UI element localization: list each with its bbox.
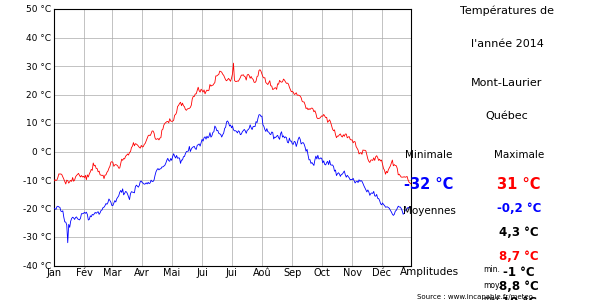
- Text: l'année 2014: l'année 2014: [470, 39, 544, 49]
- Text: Québec: Québec: [485, 111, 529, 121]
- Text: -32 °C: -32 °C: [404, 177, 454, 192]
- Text: 19 °C: 19 °C: [502, 296, 536, 300]
- Text: Maximale: Maximale: [494, 150, 544, 160]
- Text: Source : www.incapable.fr/meteo: Source : www.incapable.fr/meteo: [417, 294, 533, 300]
- Text: Minimale: Minimale: [406, 150, 452, 160]
- Text: Amplitudes: Amplitudes: [400, 267, 458, 277]
- Text: 8,8 °C: 8,8 °C: [499, 280, 539, 293]
- Text: Mont-Laurier: Mont-Laurier: [472, 78, 542, 88]
- Text: Températures de: Températures de: [460, 6, 554, 16]
- Text: 31 °C: 31 °C: [497, 177, 541, 192]
- Text: -1 °C: -1 °C: [503, 266, 535, 278]
- Text: -0,2 °C: -0,2 °C: [497, 202, 541, 215]
- Text: moy.: moy.: [483, 280, 501, 290]
- Text: min.: min.: [483, 266, 500, 274]
- Text: 8,7 °C: 8,7 °C: [499, 250, 539, 263]
- Text: max.: max.: [483, 296, 502, 300]
- Text: 4,3 °C: 4,3 °C: [499, 226, 539, 239]
- Text: Moyennes: Moyennes: [403, 206, 455, 215]
